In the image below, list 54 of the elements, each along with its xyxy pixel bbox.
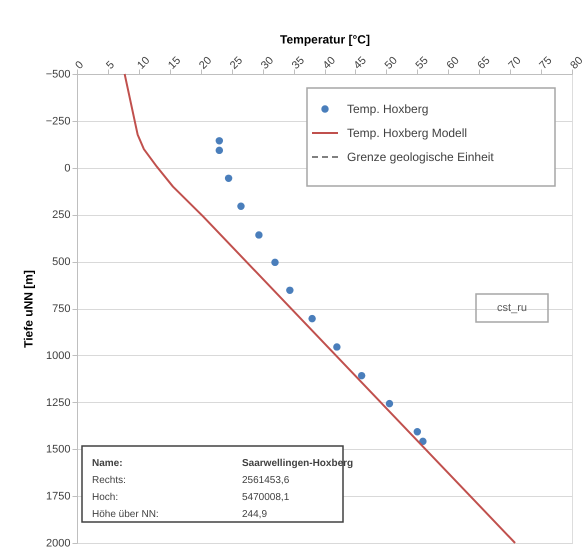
x-tick-label: 20 (197, 54, 214, 72)
x-tick-label: 50 (382, 54, 400, 72)
annotation: cst_ru (497, 302, 527, 314)
point (216, 137, 224, 144)
x-axis-title: Temperatur [°C] (280, 32, 370, 47)
point (286, 286, 294, 294)
point (237, 202, 245, 210)
annotation: 2561453,6 (242, 475, 290, 486)
annotation: 5470008,1 (242, 492, 290, 503)
annotation: Höhe über NN: (92, 509, 159, 520)
point (358, 372, 366, 380)
y-tick-label: 1250 (46, 396, 70, 409)
y-tick-label: −500 (46, 68, 70, 80)
point (224, 174, 232, 182)
x-tick-label: 30 (258, 54, 276, 72)
y-tick-label: 500 (52, 256, 70, 268)
point (216, 146, 224, 154)
legend-label: Temp. Hoxberg (347, 102, 428, 116)
x-tick-label: 55 (414, 54, 431, 72)
annotation: Name: (92, 458, 123, 469)
x-tick-label: 5 (104, 58, 118, 72)
annotation: 244,9 (242, 509, 268, 520)
point (255, 231, 263, 239)
point (419, 438, 427, 446)
point (271, 258, 279, 266)
legend-label: Temp. Hoxberg Modell (347, 126, 468, 140)
x-tick-label: 0 (73, 58, 86, 72)
x-tick-label: 35 (290, 54, 307, 72)
annotation: Hoch: (92, 492, 118, 503)
x-tick-label: 75 (537, 54, 554, 72)
y-axis-title: Tiefe uNN [m] (22, 270, 36, 348)
x-tick-label: 10 (135, 54, 152, 72)
y-tick-label: −250 (46, 115, 70, 128)
y-tick-label: 0 (64, 162, 70, 174)
x-tick-label: 25 (228, 54, 246, 72)
x-tick-label: 40 (320, 54, 338, 72)
y-tick-label: 1750 (46, 490, 70, 503)
y-tick-label: 250 (52, 209, 70, 222)
annotation: Rechts: (92, 475, 126, 486)
y-tick-label: 1000 (46, 350, 70, 362)
x-tick-label: 65 (475, 54, 493, 72)
y-tick-label: 2000 (46, 538, 70, 549)
x-tick-label: 45 (352, 54, 369, 72)
x-tick-label: 60 (444, 54, 462, 72)
x-tick-label: 70 (506, 54, 524, 72)
legend-label: Grenze geologische Einheit (347, 150, 494, 164)
x-tick-label: 15 (166, 54, 184, 72)
point (308, 314, 316, 322)
y-tick-label: 750 (52, 303, 70, 315)
point (333, 343, 341, 351)
point (386, 400, 394, 408)
point (414, 428, 422, 436)
y-tick-label: 1500 (46, 444, 70, 456)
x-tick-label: 80 (568, 54, 586, 72)
